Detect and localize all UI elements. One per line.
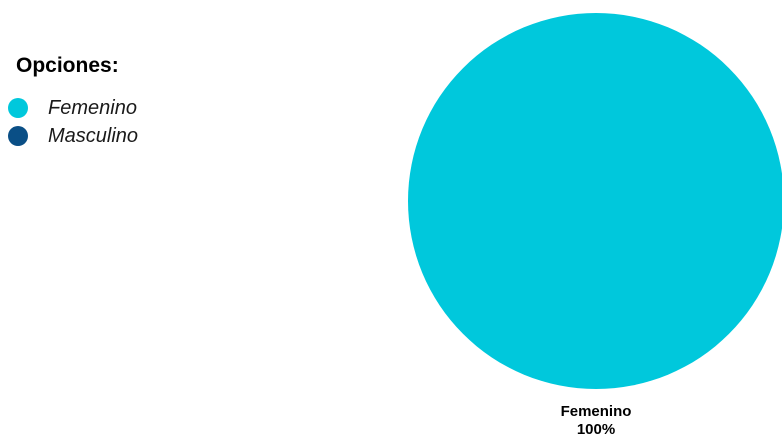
legend-label-masculino: Masculino [48, 124, 139, 147]
legend-title: Opciones: [16, 54, 119, 77]
legend-swatch-masculino [8, 126, 28, 146]
legend-item-masculino: Masculino [8, 122, 138, 150]
legend-label-femenino: Femenino [48, 96, 137, 119]
data-label-femenino-percent: 100% [577, 421, 615, 438]
legend-item-femenino: Femenino [8, 94, 138, 122]
pie-slice-femenino [408, 13, 782, 389]
chart-legend: Opciones: Femenino Masculino [8, 54, 138, 150]
data-label-femenino-name: Femenino [561, 403, 632, 420]
legend-swatch-femenino [8, 98, 28, 118]
pie-slices [408, 13, 782, 389]
